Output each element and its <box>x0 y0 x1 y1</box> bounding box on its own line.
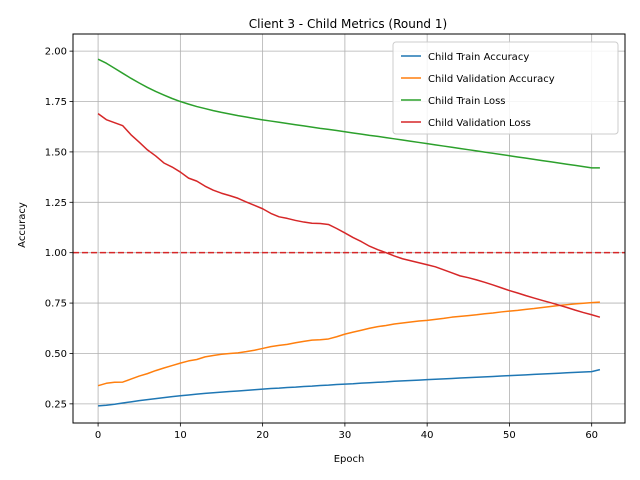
series-line-3 <box>97 113 601 318</box>
x-axis-ticks: 0 10 20 30 40 50 60 <box>95 423 598 441</box>
legend-box <box>392 41 619 135</box>
legend-label: Child Train Accuracy <box>428 52 529 63</box>
legend-label: Child Validation Loss <box>428 118 531 129</box>
y-tick-label: 0.75 <box>45 299 67 310</box>
legend-items: Child Train Accuracy Child Validation Acc… <box>401 52 555 129</box>
series-layer <box>97 58 601 407</box>
chart-title: Client 3 - Child Metrics (Round 1) <box>249 17 447 31</box>
x-axis-label: Epoch <box>334 454 365 465</box>
legend-label: Child Validation Accuracy <box>428 74 555 85</box>
legend: Child Train Accuracy Child Validation Acc… <box>392 41 619 135</box>
x-tick-label: 50 <box>503 430 516 441</box>
y-tick-label: 0.25 <box>45 399 67 410</box>
y-axis-ticks: 0.25 0.50 0.75 1.00 1.25 1.50 1.75 2.00 <box>45 47 73 410</box>
series-line-0 <box>98 368 601 407</box>
series-line-2 <box>97 58 600 169</box>
x-tick-label: 40 <box>421 430 434 441</box>
x-tick-label: 10 <box>174 430 187 441</box>
x-tick-label: 20 <box>256 430 269 441</box>
y-axis-label: Accuracy <box>17 202 28 248</box>
x-tick-label: 0 <box>95 430 101 441</box>
plot-area-frame <box>72 33 626 424</box>
y-tick-label: 1.25 <box>45 198 67 209</box>
y-tick-label: 1.50 <box>45 147 67 158</box>
y-tick-label: 1.75 <box>45 97 67 108</box>
y-tick-label: 1.00 <box>45 248 67 259</box>
y-tick-label: 0.50 <box>45 349 67 360</box>
series-line-1 <box>97 301 600 387</box>
x-tick-label: 60 <box>585 430 598 441</box>
y-tick-label: 2.00 <box>45 47 67 58</box>
x-tick-label: 30 <box>339 430 352 441</box>
legend-label: Child Train Loss <box>428 96 506 107</box>
